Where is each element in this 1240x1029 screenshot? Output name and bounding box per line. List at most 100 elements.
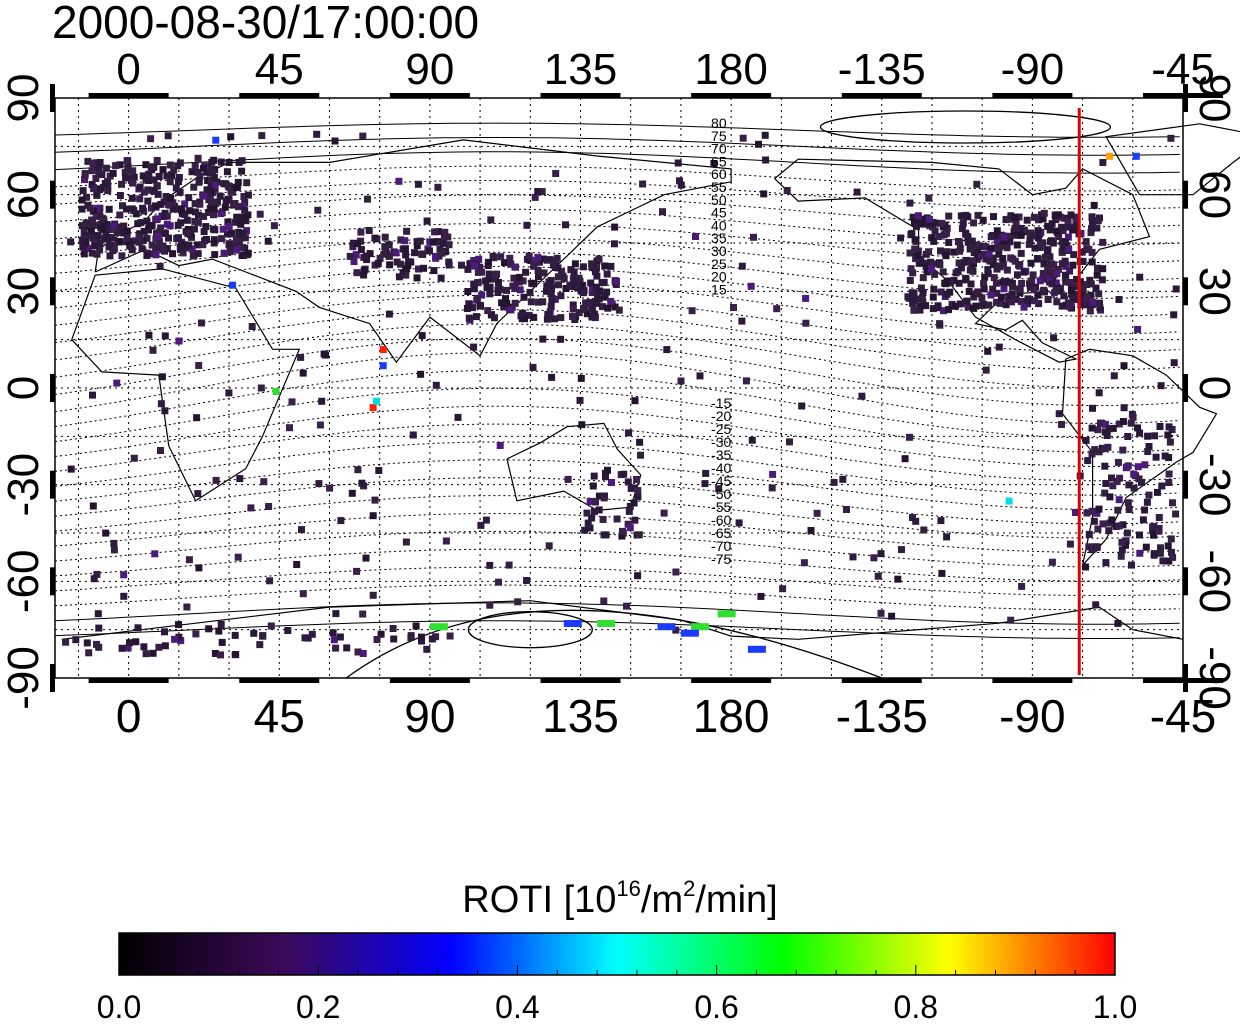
roti-cell [1101,462,1109,470]
roti-cell [1150,531,1158,539]
roti-cell [577,374,585,382]
roti-cell [83,193,91,201]
roti-cell [175,174,183,181]
roti-cell [1016,289,1024,297]
roti-cell [194,490,202,498]
roti-cell [143,234,151,242]
roti-cell [984,347,992,355]
roti-cell [79,187,87,195]
roti-cell [1094,525,1102,533]
roti-cell [156,228,164,236]
roti-cell [123,157,131,165]
roti-cell [584,519,592,527]
roti-cell [1084,457,1092,465]
roti-cell [587,279,595,287]
roti-cell [1118,538,1126,546]
roti-cell [1141,461,1149,469]
roti-cell [1039,215,1047,223]
roti-cell [894,575,902,583]
roti-cell [106,252,114,260]
roti-cell [166,161,174,169]
roti-cell [1106,493,1114,501]
roti-cell [1099,265,1107,273]
roti-cell [485,270,493,278]
roti-cell [322,351,330,359]
roti-cell [502,295,509,303]
roti-cell [96,240,104,247]
roti-cell [1087,280,1095,288]
colorbar-title: ROTI [1016/m2/min] [462,876,777,921]
roti-cell [149,346,157,354]
roti-cell [1123,463,1131,471]
roti-cell [1156,549,1164,557]
roti-cell [910,306,918,314]
roti-cell [993,298,1001,306]
roti-cell [762,156,770,164]
roti-cell [1124,499,1132,507]
roti-cell [113,379,121,387]
roti-cell [434,228,442,236]
roti-cell [586,524,594,532]
roti-cell [167,194,175,202]
top-tick-bar [691,93,772,98]
roti-cell [225,159,233,166]
roti-cell [243,179,251,187]
roti-cell [354,648,362,656]
roti-cell [676,177,683,185]
roti-cell [143,217,151,225]
roti-cell [562,285,570,292]
top-lon-label: 90 [405,45,454,94]
roti-cell [362,554,370,562]
roti-cell [411,249,418,257]
roti-cell [916,306,924,314]
roti-cell [428,635,436,643]
roti-cell [359,132,367,140]
roti-cell [1070,251,1078,259]
roti-cell-high [212,136,220,144]
roti-cell [1129,413,1137,421]
roti-cell [118,180,125,188]
roti-cell [917,255,925,263]
roti-cell [346,252,354,260]
roti-cell [110,546,118,554]
roti-cell [476,301,484,309]
roti-cell [336,633,344,641]
roti-cell [1040,286,1048,294]
roti-cell [299,369,307,377]
roti-cell [982,366,990,374]
roti-cell [1015,285,1023,293]
mag-lat-label: 25 [711,256,727,272]
roti-cell [1152,453,1160,461]
roti-cell [136,237,144,245]
roti-cell [454,413,462,421]
roti-cell [1093,509,1101,517]
roti-cell [490,314,498,322]
roti-cell [129,167,137,175]
roti-cell [136,195,144,203]
roti-cell [500,303,508,311]
roti-cell [147,163,155,171]
roti-cell [761,131,769,139]
roti-cell [909,291,917,299]
roti-cell [343,644,351,652]
roti-cell [365,227,373,234]
roti-cell [240,251,247,259]
left-tick-bar [50,180,55,209]
roti-cell [490,254,498,262]
roti-cell [906,199,914,207]
mag-lat-label: -55 [711,499,731,515]
roti-cell [589,264,597,272]
roti-cell [92,212,100,220]
roti-cell [217,651,224,659]
roti-cell [503,299,511,307]
mag-contour [54,122,1180,138]
right-tick-bar [1183,567,1188,596]
roti-cell [531,193,539,201]
roti-cell [227,229,235,237]
roti-cell [236,230,244,238]
roti-cell [1085,530,1093,538]
roti-cell [211,650,219,657]
roti-cell [194,218,202,226]
top-lon-label: -135 [838,45,926,94]
roti-cell [914,252,922,259]
